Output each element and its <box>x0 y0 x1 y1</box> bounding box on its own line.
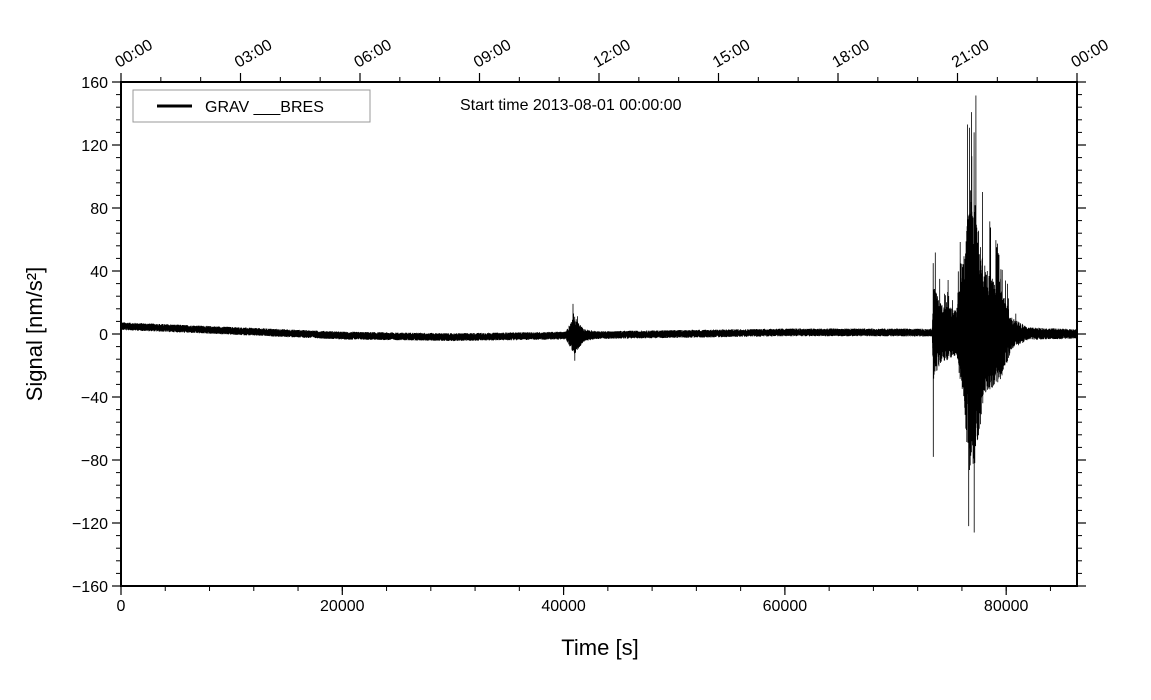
y-tick-label: −120 <box>72 516 108 533</box>
top-tick-label: 21:00 <box>949 37 992 72</box>
y-tick-label: −40 <box>81 390 108 407</box>
y-tick-label: 0 <box>99 327 108 344</box>
top-tick-label: 18:00 <box>830 37 873 72</box>
x-tick-label: 80000 <box>984 598 1029 615</box>
x-axis-title: Time [s] <box>561 635 638 660</box>
top-tick-label: 09:00 <box>471 37 514 72</box>
y-tick-label: 120 <box>81 138 108 155</box>
top-tick-label: 15:00 <box>710 37 753 72</box>
x-tick-label: 0 <box>117 598 126 615</box>
y-tick-label: −160 <box>72 579 108 596</box>
y-tick-label: −80 <box>81 453 108 470</box>
top-tick-label: 00:00 <box>1069 37 1112 72</box>
legend: GRAV ___BRES <box>132 89 371 123</box>
top-tick-label: 00:00 <box>113 37 156 72</box>
signal-layer <box>120 95 1078 533</box>
top-tick-label: 12:00 <box>591 37 634 72</box>
legend-label: GRAV ___BRES <box>205 99 324 116</box>
signal-trace <box>120 95 1078 533</box>
top-tick-label: 06:00 <box>352 37 395 72</box>
y-tick-label: 80 <box>90 201 108 218</box>
x-tick-label: 40000 <box>541 598 586 615</box>
y-axis-title: Signal [nm/s²] <box>22 267 47 402</box>
y-tick-label: 160 <box>81 75 108 92</box>
x-tick-label: 20000 <box>320 598 365 615</box>
chart-title: Start time 2013-08-01 00:00:00 <box>460 97 682 114</box>
x-tick-label: 60000 <box>763 598 808 615</box>
y-tick-label: 40 <box>90 264 108 281</box>
top-tick-label: 03:00 <box>232 37 275 72</box>
